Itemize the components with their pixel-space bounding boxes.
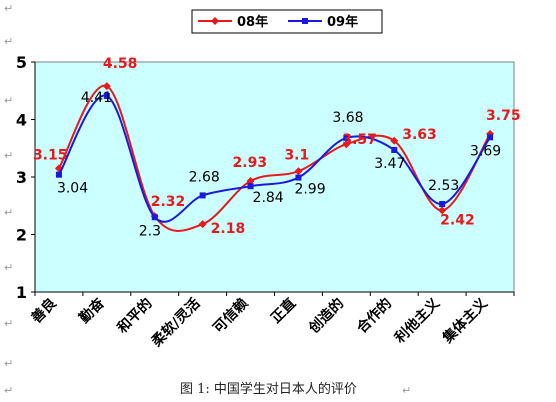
x-tick-label: 创造的 [305,295,347,337]
data-label-09: 3.47 [374,156,405,172]
data-point-09 [343,134,350,141]
legend-marker-09 [302,18,308,24]
x-tick-label: 可信赖 [210,295,252,337]
data-label-09: 3.04 [57,181,88,197]
data-label-08: 2.93 [233,155,268,171]
data-point-09 [295,174,302,181]
x-tick-label: 善良 [28,295,60,327]
data-point-09 [439,201,446,208]
data-label-08: 3.1 [284,147,309,163]
data-label-08: 4.58 [103,56,138,72]
y-tick-label: 4 [16,111,27,130]
data-point-09 [55,171,62,178]
paragraph-mark: ↵ [4,317,14,330]
data-label-08: 3.63 [402,127,437,143]
data-point-08 [102,82,111,91]
data-label-09: 2.68 [189,169,220,185]
data-point-08 [438,206,447,215]
data-point-08 [294,167,303,176]
data-label-08: 3.15 [33,147,68,163]
data-point-08 [198,220,207,229]
paragraph-mark: ↵ [402,384,412,397]
paragraph-mark: ↵ [4,357,14,370]
data-label-09: 3.69 [470,143,501,159]
data-label-08: 2.18 [211,221,246,237]
paragraph-mark: ↵ [4,2,14,15]
data-label-08: 3.57 [342,132,377,148]
data-label-09: 3.68 [332,110,363,126]
data-point-09 [247,183,254,190]
paragraph-mark: ↵ [4,94,14,107]
data-point-09 [151,214,158,221]
x-tick-label: 柔软/灵活 [148,295,204,351]
x-tick-label: 利他主义 [391,295,443,347]
y-tick-label: 5 [16,53,27,72]
data-point-08 [246,177,255,186]
legend-marker-08 [211,17,219,25]
data-point-09 [487,134,494,141]
legend-label-08: 08年 [237,14,268,30]
data-label-09: 4.41 [81,90,112,106]
paragraph-mark: ↵ [4,261,14,274]
plot-area [34,61,515,293]
x-tick-label: 合作的 [353,295,395,337]
paragraph-mark: ↵ [4,35,14,48]
x-tick-label: 集体主义 [439,295,491,347]
data-label-09: 2.3 [139,223,161,239]
data-label-08: 2.32 [151,194,186,210]
data-point-09 [103,92,110,99]
paragraph-mark: ↵ [4,206,14,219]
data-label-08: 3.75 [486,108,521,124]
paragraph-mark: ↵ [4,149,14,162]
data-point-09 [391,146,398,153]
figure-caption: 图 1: 中国学生对日本人的评价 [180,382,357,397]
y-tick-label: 2 [16,226,27,245]
data-point-08 [390,136,399,145]
y-tick-label: 1 [16,283,27,302]
paragraph-mark: ↵ [4,384,14,397]
series-line-1 [58,94,491,223]
legend-box [191,9,383,34]
data-label-08: 2.42 [440,212,475,228]
x-tick-label: 和平的 [114,295,156,337]
x-tick-label: 勤奋 [76,294,109,327]
legend: 08年 09年 [191,9,383,34]
y-tick-label: 3 [16,168,27,187]
data-label-09: 2.84 [253,190,284,206]
data-point-08 [342,140,351,149]
data-point-09 [199,192,206,199]
data-label-09: 2.99 [294,182,325,198]
data-label-09: 2.53 [428,178,459,194]
legend-label-09: 09年 [327,14,358,30]
x-tick-label: 正直 [267,295,299,327]
